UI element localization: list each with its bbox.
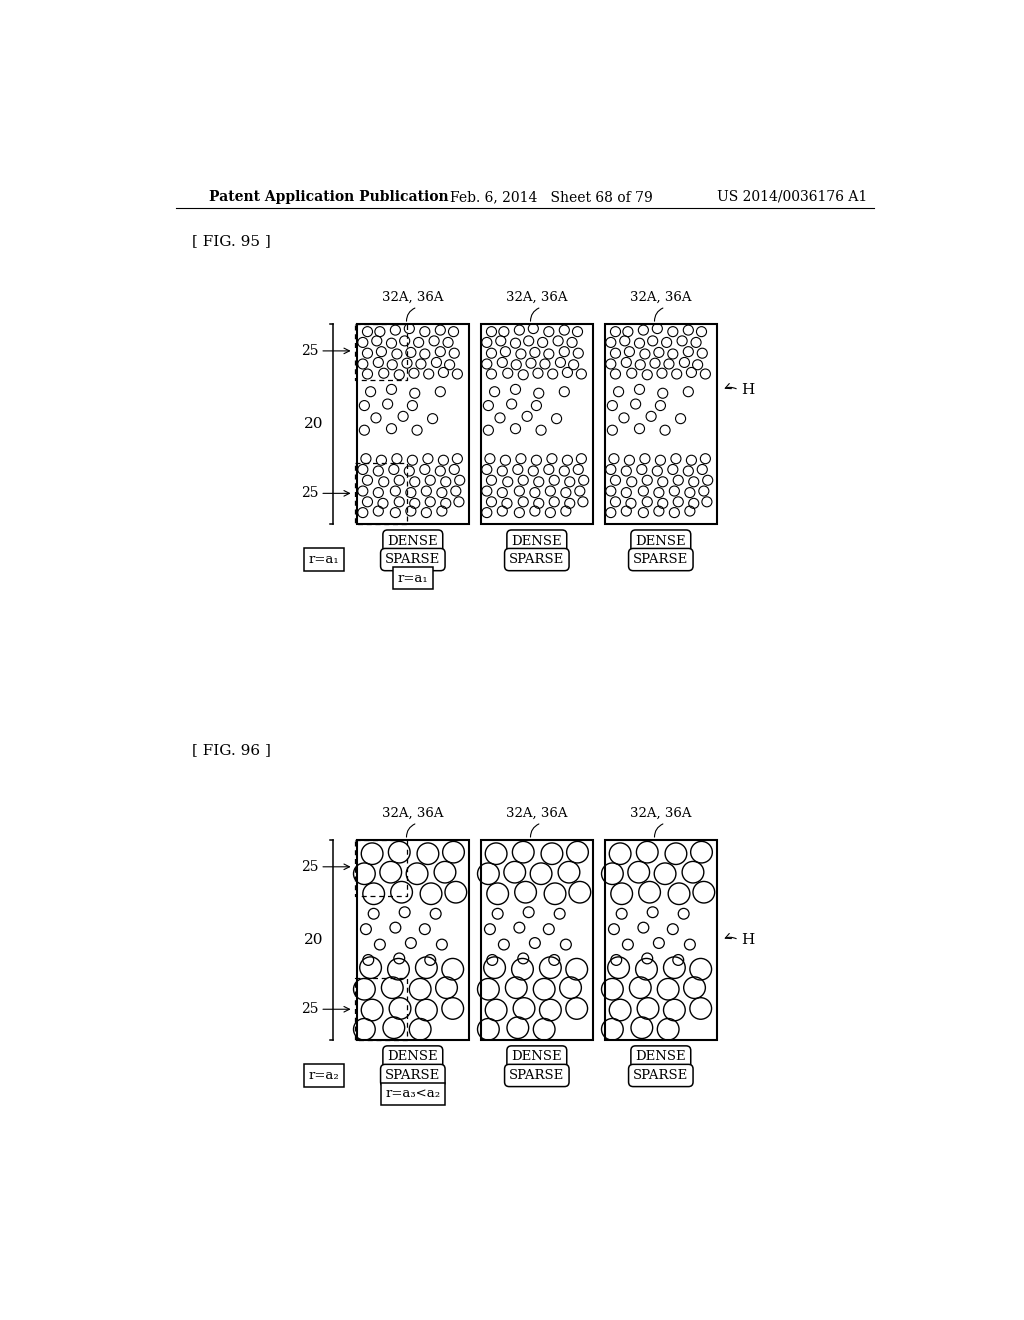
Text: SPARSE: SPARSE <box>509 553 564 566</box>
Text: 20: 20 <box>304 417 324 432</box>
Text: H: H <box>741 933 755 946</box>
Text: DENSE: DENSE <box>387 535 438 548</box>
Text: DENSE: DENSE <box>512 1051 562 1064</box>
Text: Feb. 6, 2014   Sheet 68 of 79: Feb. 6, 2014 Sheet 68 of 79 <box>450 190 652 203</box>
Bar <box>356 323 469 524</box>
Text: 20: 20 <box>304 933 324 946</box>
Text: SPARSE: SPARSE <box>633 1069 688 1082</box>
Text: DENSE: DENSE <box>512 535 562 548</box>
Bar <box>480 323 593 524</box>
Text: 32A, 36A: 32A, 36A <box>630 807 691 820</box>
Text: SPARSE: SPARSE <box>509 1069 564 1082</box>
Text: H: H <box>741 383 755 397</box>
Text: SPARSE: SPARSE <box>385 1069 440 1082</box>
Text: 25: 25 <box>301 345 318 358</box>
Text: DENSE: DENSE <box>387 1051 438 1064</box>
Text: [ FIG. 95 ]: [ FIG. 95 ] <box>191 235 270 248</box>
Text: 25: 25 <box>301 1002 318 1016</box>
Text: Patent Application Publication: Patent Application Publication <box>209 190 449 203</box>
Bar <box>604 840 717 1040</box>
Text: DENSE: DENSE <box>636 1051 686 1064</box>
Text: r=a₃<a₂: r=a₃<a₂ <box>385 1088 440 1101</box>
Bar <box>604 323 717 524</box>
Text: SPARSE: SPARSE <box>385 553 440 566</box>
Text: [ FIG. 96 ]: [ FIG. 96 ] <box>191 743 270 756</box>
Text: US 2014/0036176 A1: US 2014/0036176 A1 <box>717 190 867 203</box>
Text: 32A, 36A: 32A, 36A <box>506 290 567 304</box>
Text: r=a₁: r=a₁ <box>397 572 428 585</box>
Text: 25: 25 <box>301 859 318 874</box>
Text: r=a₁: r=a₁ <box>309 553 339 566</box>
Text: 32A, 36A: 32A, 36A <box>382 807 443 820</box>
Text: 32A, 36A: 32A, 36A <box>630 290 691 304</box>
Text: r=a₂: r=a₂ <box>308 1069 339 1082</box>
Text: SPARSE: SPARSE <box>633 553 688 566</box>
Text: DENSE: DENSE <box>636 535 686 548</box>
Bar <box>356 840 469 1040</box>
Text: 32A, 36A: 32A, 36A <box>382 290 443 304</box>
Text: 25: 25 <box>301 486 318 500</box>
Text: 32A, 36A: 32A, 36A <box>506 807 567 820</box>
Bar <box>480 840 593 1040</box>
